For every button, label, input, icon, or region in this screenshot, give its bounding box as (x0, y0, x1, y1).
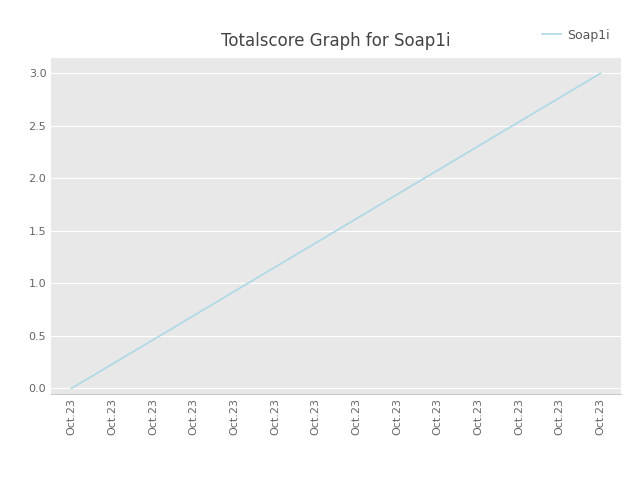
Soap1i (383, 198, 390, 204)
Soap1i (392, 192, 399, 198)
Soap1i (596, 71, 604, 76)
Soap1i (70, 384, 77, 390)
Line: Soap1i: Soap1i (72, 73, 600, 388)
Soap1i (68, 385, 76, 391)
Legend: Soap1i: Soap1i (537, 24, 614, 47)
Title: Totalscore Graph for Soap1i: Totalscore Graph for Soap1i (221, 33, 451, 50)
Soap1i (513, 120, 521, 126)
Soap1i (547, 100, 555, 106)
Soap1i (381, 199, 388, 205)
